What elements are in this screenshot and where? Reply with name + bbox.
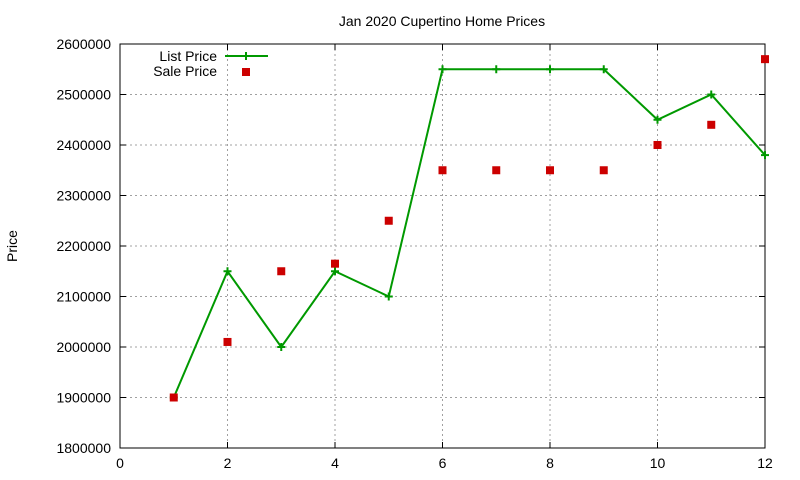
list-price-point <box>438 65 447 74</box>
list-price-point <box>546 65 554 74</box>
sale-price-point <box>599 166 608 175</box>
legend-marker-list-price <box>242 52 250 60</box>
legend-label-list-price: List Price <box>159 48 217 64</box>
list-price-point <box>599 65 608 74</box>
x-tick-label: 12 <box>757 455 773 471</box>
sale-price-point <box>707 120 716 129</box>
sale-price-point <box>438 166 447 175</box>
legend: List Price Sale Price <box>153 48 268 79</box>
x-tick-label: 6 <box>439 455 447 471</box>
y-tick-label: 1900000 <box>56 390 111 406</box>
legend-marker-sale-price <box>242 68 250 76</box>
sale-price-point <box>331 259 339 268</box>
sale-price-point <box>277 267 286 276</box>
y-tick-label: 2100000 <box>56 289 111 305</box>
list-price-point <box>761 151 769 160</box>
y-tick-label: 2200000 <box>56 238 111 254</box>
list-price-point <box>277 343 286 351</box>
list-price-point <box>223 267 232 276</box>
y-axis-title: Price <box>4 230 20 262</box>
list-price-line <box>172 68 766 398</box>
x-tick-label: 0 <box>116 455 124 471</box>
sale-price-point <box>223 337 232 346</box>
y-tick-label: 2400000 <box>56 137 111 153</box>
list-price-point <box>331 267 339 276</box>
x-tick-label: 8 <box>546 455 554 471</box>
list-price-point <box>492 65 501 74</box>
sale-price-point <box>384 216 393 225</box>
x-tick-label: 4 <box>331 455 339 471</box>
y-tick-label: 2300000 <box>56 188 111 204</box>
y-tick-label: 2500000 <box>56 87 111 103</box>
sale-price-point <box>492 166 501 175</box>
sale-price-point <box>169 393 178 402</box>
axis-ticks: 0 2 4 6 8 10 12 1800000 1900000 2000000 2100000 220… <box>56 36 773 471</box>
chart-title: Jan 2020 Cupertino Home Prices <box>339 13 545 29</box>
x-tick-label: 2 <box>224 455 232 471</box>
grid <box>120 44 765 448</box>
list-price-point <box>653 115 662 124</box>
y-tick-label: 2000000 <box>56 339 111 355</box>
y-tick-label: 1800000 <box>56 440 111 456</box>
x-tick-label: 10 <box>650 455 666 471</box>
list-price-point <box>707 90 716 99</box>
legend-label-sale-price: Sale Price <box>153 63 217 79</box>
series <box>169 55 769 402</box>
sale-price-point <box>761 55 769 64</box>
sale-price-point <box>653 141 662 149</box>
list-price-point <box>384 292 393 301</box>
sale-price-point <box>546 166 554 175</box>
y-tick-label: 2600000 <box>56 36 111 52</box>
